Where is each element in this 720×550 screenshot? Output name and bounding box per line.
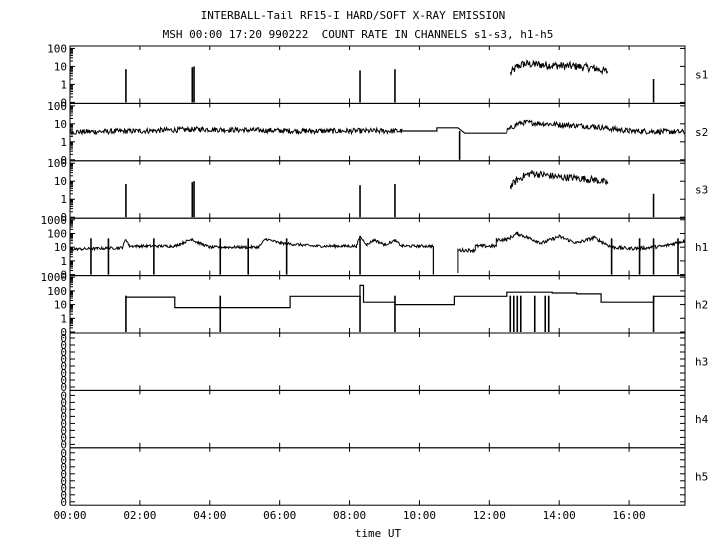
y-tick-label: 0 (60, 389, 67, 402)
y-tick-label: 100 (47, 157, 67, 170)
y-tick-label: 0 (60, 346, 67, 359)
y-tick-label: 0 (60, 154, 67, 167)
data-trace (69, 125, 403, 137)
y-tick-label: 100 (47, 100, 67, 113)
y-tick-label: 10 (54, 299, 67, 312)
y-tick-label: 0 (60, 269, 67, 282)
x-tick-label: 16:00 (613, 509, 646, 522)
x-tick-label: 00:00 (53, 509, 86, 522)
y-tick-label: 100 (47, 227, 67, 240)
panel-frame (69, 332, 686, 391)
y-tick-label: 0 (60, 332, 67, 345)
data-trace (69, 235, 434, 252)
y-tick-label: 10 (54, 241, 67, 254)
chart-title: INTERBALL-Tail RF15-I HARD/SOFT X-RAY EM… (201, 9, 506, 22)
y-tick-label: 0 (60, 447, 67, 460)
y-tick-label: 10 (54, 175, 67, 188)
y-tick-label: 0 (60, 461, 67, 474)
x-tick-label: 02:00 (123, 509, 156, 522)
x-tick-label: 04:00 (193, 509, 226, 522)
panel-s2: 0 1 10 100 s2 (47, 100, 708, 167)
y-tick-label: 0 (60, 417, 67, 430)
channel-label-h2: h2 (695, 298, 708, 311)
y-tick-label: 0 (60, 482, 67, 495)
y-tick-label: 0 (60, 468, 67, 481)
channel-label-h5: h5 (695, 471, 708, 484)
data-trace (506, 119, 686, 135)
channel-label-s2: s2 (695, 126, 708, 139)
panel-s3: 0 1 10 100 s3 (47, 157, 708, 224)
y-tick-label: 10 (54, 60, 67, 73)
y-tick-label: 0 (60, 438, 67, 451)
y-tick-label: 0 (60, 410, 67, 423)
y-tick-label: 0 (60, 403, 67, 416)
x-tick-label: 14:00 (543, 509, 576, 522)
x-tick-label: 12:00 (473, 509, 506, 522)
y-tick-label: 1 (60, 312, 67, 325)
y-tick-label: 0 (60, 326, 67, 339)
data-trace (457, 231, 686, 273)
y-tick-label: 1 (60, 255, 67, 268)
y-tick-label: 0 (60, 367, 67, 380)
data-trace (509, 170, 609, 190)
channel-label-h4: h4 (695, 413, 709, 426)
x-tick-label: 06:00 (263, 509, 296, 522)
channel-label-h1: h1 (695, 241, 708, 254)
y-tick-label: 0 (60, 381, 67, 394)
channel-label-h3: h3 (695, 356, 708, 369)
y-tick-label: 0 (60, 454, 67, 467)
y-tick-label: 100 (47, 285, 67, 298)
panel-frame (69, 160, 686, 219)
y-tick-label: 0 (60, 424, 67, 437)
panel-frame (69, 275, 686, 334)
x-tick-label: 08:00 (333, 509, 366, 522)
y-tick-label: 0 (60, 374, 67, 387)
y-tick-label: 0 (60, 339, 67, 352)
panel-s1: 0 1 10 100 s1 (47, 42, 708, 109)
y-tick-label: 0 (60, 360, 67, 373)
x-tick-label: 10:00 (403, 509, 436, 522)
data-trace (125, 284, 685, 309)
panel-frame (69, 447, 686, 506)
data-trace (402, 127, 507, 134)
y-tick-label: 0 (60, 211, 67, 224)
panel-frame (69, 389, 686, 449)
data-trace (509, 59, 609, 77)
y-tick-label: 0 (60, 431, 67, 444)
y-tick-label: 100 (47, 42, 67, 55)
chart-subtitle: MSH 00:00 17:20 990222 COUNT RATE IN CHA… (163, 28, 554, 41)
channel-label-s1: s1 (695, 69, 708, 82)
x-axis: 00:00 02:00 04:00 06:00 08:00 10:00 12:00 14:00… (53, 509, 645, 522)
y-tick-label: 0 (60, 489, 67, 502)
y-tick-label: 1 (60, 78, 67, 91)
y-tick-label: 1 (60, 193, 67, 206)
panel-stack: 0110100s10110100s20110100s301101001000h1… (41, 42, 709, 508)
y-tick-label: 0 (60, 353, 67, 366)
y-tick-label: 1 (60, 136, 67, 149)
y-tick-label: 0 (60, 96, 67, 109)
y-tick-label: 1000 (41, 271, 68, 284)
panel-frame (69, 45, 686, 104)
y-tick-label: 0 (60, 396, 67, 409)
y-tick-label: 10 (54, 118, 67, 131)
y-tick-label: 0 (60, 496, 67, 509)
y-tick-label: 1000 (41, 214, 68, 227)
channel-label-s3: s3 (695, 184, 708, 197)
x-axis-label: time UT (355, 527, 402, 540)
y-tick-label: 0 (60, 475, 67, 488)
